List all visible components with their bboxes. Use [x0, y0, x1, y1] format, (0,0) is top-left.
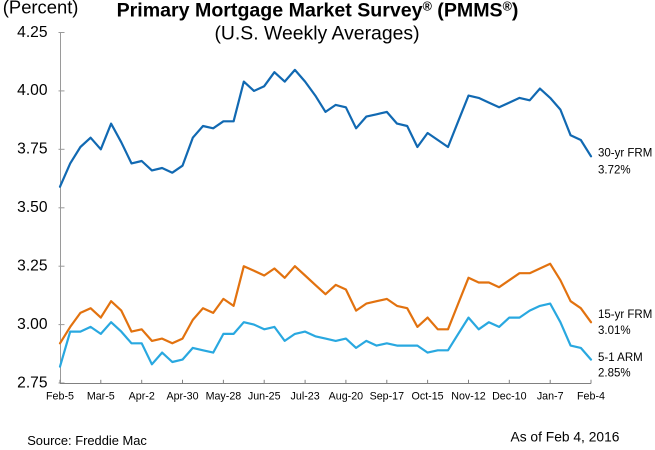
svg-text:Source: Freddie Mac: Source: Freddie Mac [27, 433, 147, 448]
svg-text:Nov-12: Nov-12 [451, 390, 486, 402]
svg-text:3.01%: 3.01% [598, 325, 631, 337]
svg-text:Dec-10: Dec-10 [492, 390, 527, 402]
svg-text:2.75: 2.75 [17, 374, 48, 391]
svg-text:Jul-23: Jul-23 [291, 390, 320, 402]
svg-text:Primary Mortgage Market Survey: Primary Mortgage Market Survey® (PMMS®) [117, 0, 519, 22]
svg-text:30-yr FRM: 30-yr FRM [598, 147, 652, 159]
svg-text:4.00: 4.00 [17, 82, 48, 99]
svg-text:5-1 ARM: 5-1 ARM [598, 352, 643, 364]
svg-text:Jan-7: Jan-7 [537, 390, 564, 402]
svg-text:2.85%: 2.85% [598, 368, 631, 380]
svg-text:Sep-17: Sep-17 [370, 390, 405, 402]
svg-text:Mar-5: Mar-5 [87, 390, 115, 402]
svg-text:4.25: 4.25 [17, 24, 48, 41]
svg-text:Oct-15: Oct-15 [412, 390, 444, 402]
svg-text:As of Feb 4, 2016: As of Feb 4, 2016 [511, 429, 620, 444]
svg-text:Feb-4: Feb-4 [577, 390, 605, 402]
svg-text:(U.S. Weekly Averages): (U.S. Weekly Averages) [214, 23, 419, 45]
svg-text:3.25: 3.25 [17, 258, 48, 275]
svg-text:May-28: May-28 [206, 390, 242, 402]
svg-text:3.50: 3.50 [17, 199, 48, 216]
svg-text:3.75: 3.75 [17, 141, 48, 158]
svg-text:(Percent): (Percent) [3, 0, 79, 17]
svg-text:Apr-30: Apr-30 [166, 390, 198, 402]
svg-text:Feb-5: Feb-5 [46, 390, 74, 402]
svg-text:Jun-25: Jun-25 [248, 390, 281, 402]
svg-text:Aug-20: Aug-20 [329, 390, 364, 402]
svg-text:Apr-2: Apr-2 [129, 390, 155, 402]
svg-text:15-yr FRM: 15-yr FRM [598, 309, 652, 321]
svg-text:3.72%: 3.72% [598, 164, 631, 176]
svg-text:3.00: 3.00 [17, 316, 48, 333]
